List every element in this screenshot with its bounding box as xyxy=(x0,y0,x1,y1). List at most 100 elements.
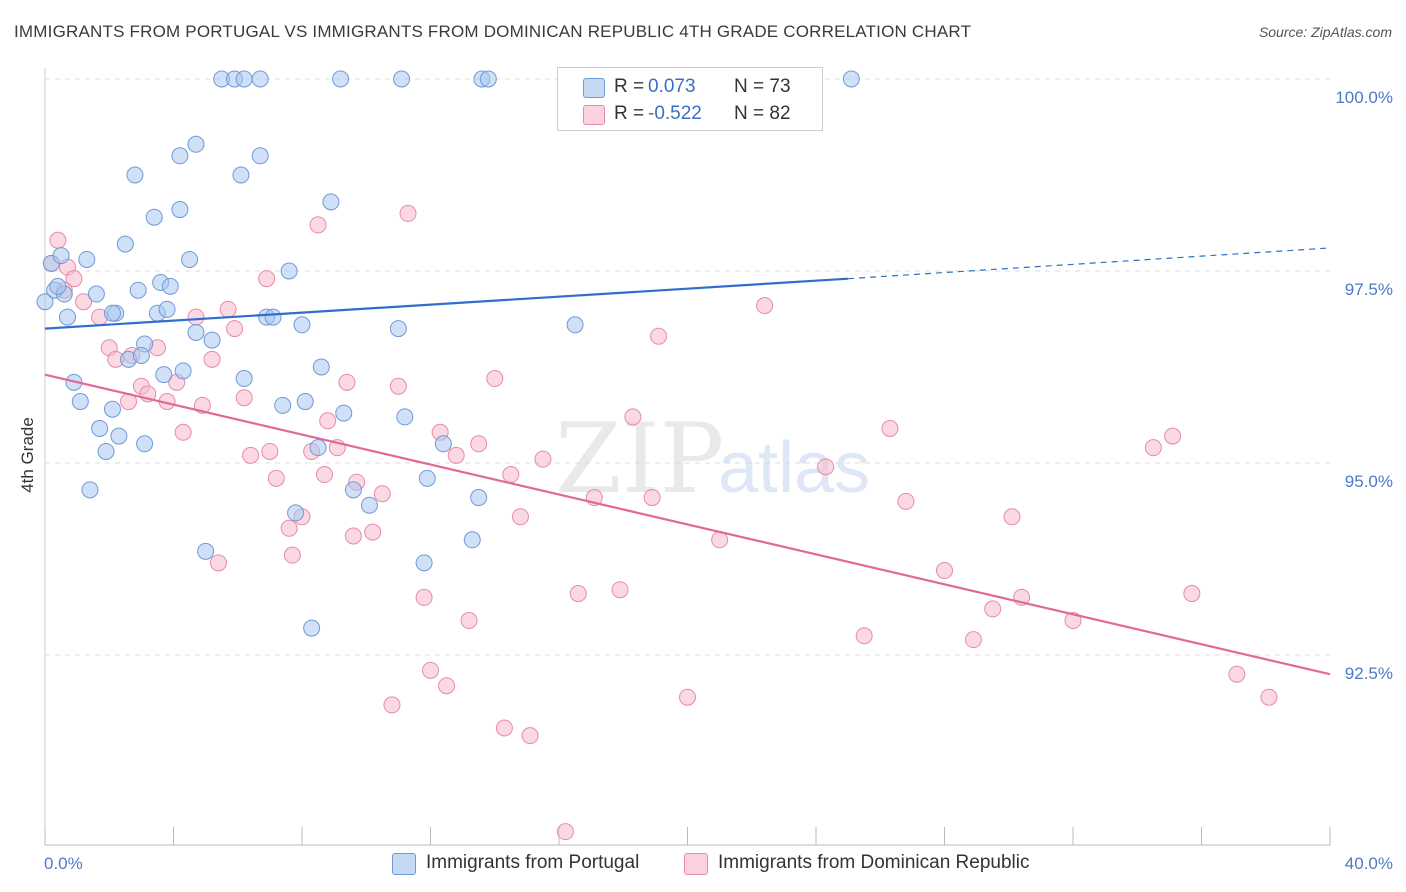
trend-lines xyxy=(44,247,1331,676)
data-point-dominican xyxy=(383,696,401,714)
data-point-dominican xyxy=(373,485,391,503)
data-point-dominican xyxy=(174,423,192,441)
data-point-portugal xyxy=(49,277,67,295)
data-point-dominican xyxy=(399,204,417,222)
legend-row-portugal: R = 0.073 N = 73 xyxy=(558,74,822,102)
source-note: Source: ZipAtlas.com xyxy=(1258,24,1392,40)
data-point-portugal xyxy=(479,70,497,88)
data-point-portugal xyxy=(842,70,860,88)
axes xyxy=(44,68,1331,846)
legend-r-value: 0.073 xyxy=(648,76,696,97)
y-tick-label: 100.0% xyxy=(1335,88,1393,107)
data-point-dominican xyxy=(187,308,205,326)
data-point-portugal xyxy=(463,531,481,549)
data-point-portugal xyxy=(187,323,205,341)
data-point-dominican xyxy=(495,719,513,737)
legend-label-dominican: Immigrants from Dominican Republic xyxy=(718,852,1030,873)
data-point-portugal xyxy=(303,619,321,637)
data-point-dominican xyxy=(1228,665,1246,683)
data-point-dominican xyxy=(344,527,362,545)
data-point-dominican xyxy=(556,823,574,841)
y-tick-label: 97.5% xyxy=(1345,280,1393,299)
trend-line-portugal xyxy=(44,277,849,330)
data-point-portugal xyxy=(36,293,54,311)
data-point-dominican xyxy=(460,611,478,629)
legend-n-value: N = 82 xyxy=(734,103,791,124)
data-point-portugal xyxy=(309,439,327,457)
data-point-portugal xyxy=(566,316,584,334)
data-point-portugal xyxy=(393,70,411,88)
data-point-portugal xyxy=(251,147,269,165)
data-point-dominican xyxy=(650,327,668,345)
data-point-portugal xyxy=(116,235,134,253)
trend-line-portugal-extension xyxy=(848,247,1331,280)
data-point-portugal xyxy=(293,316,311,334)
data-point-portugal xyxy=(418,469,436,487)
correlation-legend: R = 0.073 N = 73 R = -0.522 N = 82 xyxy=(557,67,823,131)
x-tick-label: 0.0% xyxy=(44,854,83,873)
data-point-dominican xyxy=(1064,611,1082,629)
grid-lines xyxy=(45,78,1330,656)
data-point-portugal xyxy=(87,285,105,303)
legend-r-label: R = xyxy=(614,76,645,97)
data-point-portugal xyxy=(174,362,192,380)
data-point-portugal xyxy=(251,70,269,88)
data-point-portugal xyxy=(155,366,173,384)
legend-n-value: N = 73 xyxy=(734,76,791,97)
data-point-dominican xyxy=(235,389,253,407)
y-tick-label: 95.0% xyxy=(1345,472,1393,491)
data-point-portugal xyxy=(335,404,353,422)
data-point-dominican xyxy=(624,408,642,426)
data-point-portugal xyxy=(187,135,205,153)
data-point-portugal xyxy=(97,442,115,460)
data-point-portugal xyxy=(129,281,147,299)
data-point-dominican xyxy=(486,370,504,388)
data-point-dominican xyxy=(470,435,488,453)
data-point-portugal xyxy=(322,193,340,211)
data-point-portugal xyxy=(274,396,292,414)
data-point-dominican xyxy=(984,600,1002,618)
series-dominican-points xyxy=(42,204,1278,841)
data-point-dominican xyxy=(267,469,285,487)
data-point-dominican xyxy=(209,554,227,572)
data-point-dominican xyxy=(897,492,915,510)
data-point-portugal xyxy=(110,427,128,445)
data-point-dominican xyxy=(502,466,520,484)
data-point-dominican xyxy=(283,546,301,564)
data-point-dominican xyxy=(511,508,529,526)
data-point-portugal xyxy=(389,320,407,338)
data-point-portugal xyxy=(264,308,282,326)
data-point-dominican xyxy=(438,677,456,695)
trend-line-dominican xyxy=(44,373,1331,676)
data-point-dominican xyxy=(315,466,333,484)
data-point-dominican xyxy=(75,293,93,311)
data-point-portugal xyxy=(136,435,154,453)
data-point-dominican xyxy=(319,412,337,430)
data-point-portugal xyxy=(91,419,109,437)
data-point-portugal xyxy=(52,247,70,265)
data-point-portugal xyxy=(78,250,96,268)
data-point-dominican xyxy=(280,519,298,537)
data-point-dominican xyxy=(65,270,83,288)
data-point-dominican xyxy=(521,727,539,745)
data-point-dominican xyxy=(447,446,465,464)
data-point-portugal xyxy=(103,400,121,418)
data-point-dominican xyxy=(1260,688,1278,706)
data-point-portugal xyxy=(360,496,378,514)
data-point-dominican xyxy=(756,297,774,315)
legend-swatch-portugal xyxy=(392,853,416,875)
legend-label-portugal: Immigrants from Portugal xyxy=(426,852,640,873)
data-point-portugal xyxy=(171,147,189,165)
data-point-portugal xyxy=(81,481,99,499)
legend-row-dominican: R = -0.522 N = 82 xyxy=(558,101,822,129)
data-point-portugal xyxy=(145,208,163,226)
data-point-dominican xyxy=(49,231,67,249)
data-point-dominican xyxy=(389,377,407,395)
data-point-dominican xyxy=(643,489,661,507)
data-point-portugal xyxy=(132,346,150,364)
data-point-dominican xyxy=(679,688,696,706)
data-point-dominican xyxy=(881,419,899,437)
data-point-portugal xyxy=(287,504,305,522)
data-point-portugal xyxy=(197,542,215,560)
